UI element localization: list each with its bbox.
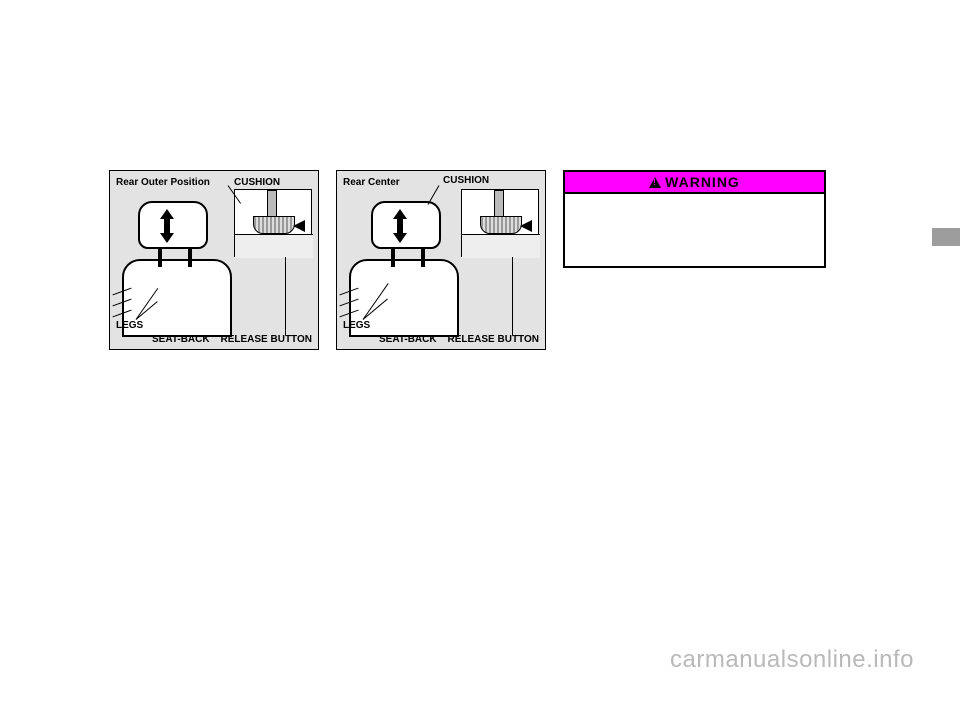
- pointer-line: [285, 257, 286, 335]
- release-inset: [234, 189, 312, 257]
- release-button-shape: [480, 216, 522, 234]
- leg-post: [188, 249, 192, 267]
- warning-title: WARNING: [665, 174, 740, 190]
- cushion-label: CUSHION: [234, 177, 280, 188]
- warning-header: WARNING: [565, 172, 824, 194]
- adjust-arrow-icon: [160, 209, 174, 243]
- figure-title: Rear Outer Position: [116, 177, 210, 188]
- press-arrow-icon: [293, 220, 305, 232]
- release-label: RELEASE BUTTON: [221, 334, 313, 345]
- leg-post: [391, 249, 395, 267]
- watermark: carmanualsonline.info: [670, 646, 914, 674]
- figure-title: Rear Center: [343, 177, 400, 188]
- figure-rear-outer: Rear Outer Position CUSHION LEGS SEAT-BA…: [109, 170, 319, 350]
- inset-base: [462, 234, 540, 258]
- inset-base: [235, 234, 313, 258]
- section-tab: [932, 228, 960, 246]
- pointer-line: [512, 257, 513, 335]
- stem-shape: [267, 190, 277, 218]
- seatback-label: SEAT-BACK: [379, 334, 437, 345]
- warning-box: WARNING: [563, 170, 826, 268]
- stem-shape: [494, 190, 504, 218]
- release-button-shape: [253, 216, 295, 234]
- press-arrow-icon: [520, 220, 532, 232]
- leg-post: [421, 249, 425, 267]
- warning-triangle-icon: [649, 177, 661, 188]
- seatback-label: SEAT-BACK: [152, 334, 210, 345]
- cushion-label: CUSHION: [443, 175, 489, 186]
- warning-body: [565, 194, 824, 202]
- page: Rear Outer Position CUSHION LEGS SEAT-BA…: [0, 0, 960, 714]
- release-label: RELEASE BUTTON: [448, 334, 540, 345]
- leg-post: [158, 249, 162, 267]
- figure-rear-center: Rear Center CUSHION LEGS SEAT-BACK RELEA…: [336, 170, 546, 350]
- seat-edge-lines: [112, 281, 132, 331]
- adjust-arrow-icon: [393, 209, 407, 243]
- seat-edge-lines: [339, 281, 359, 331]
- release-inset: [461, 189, 539, 257]
